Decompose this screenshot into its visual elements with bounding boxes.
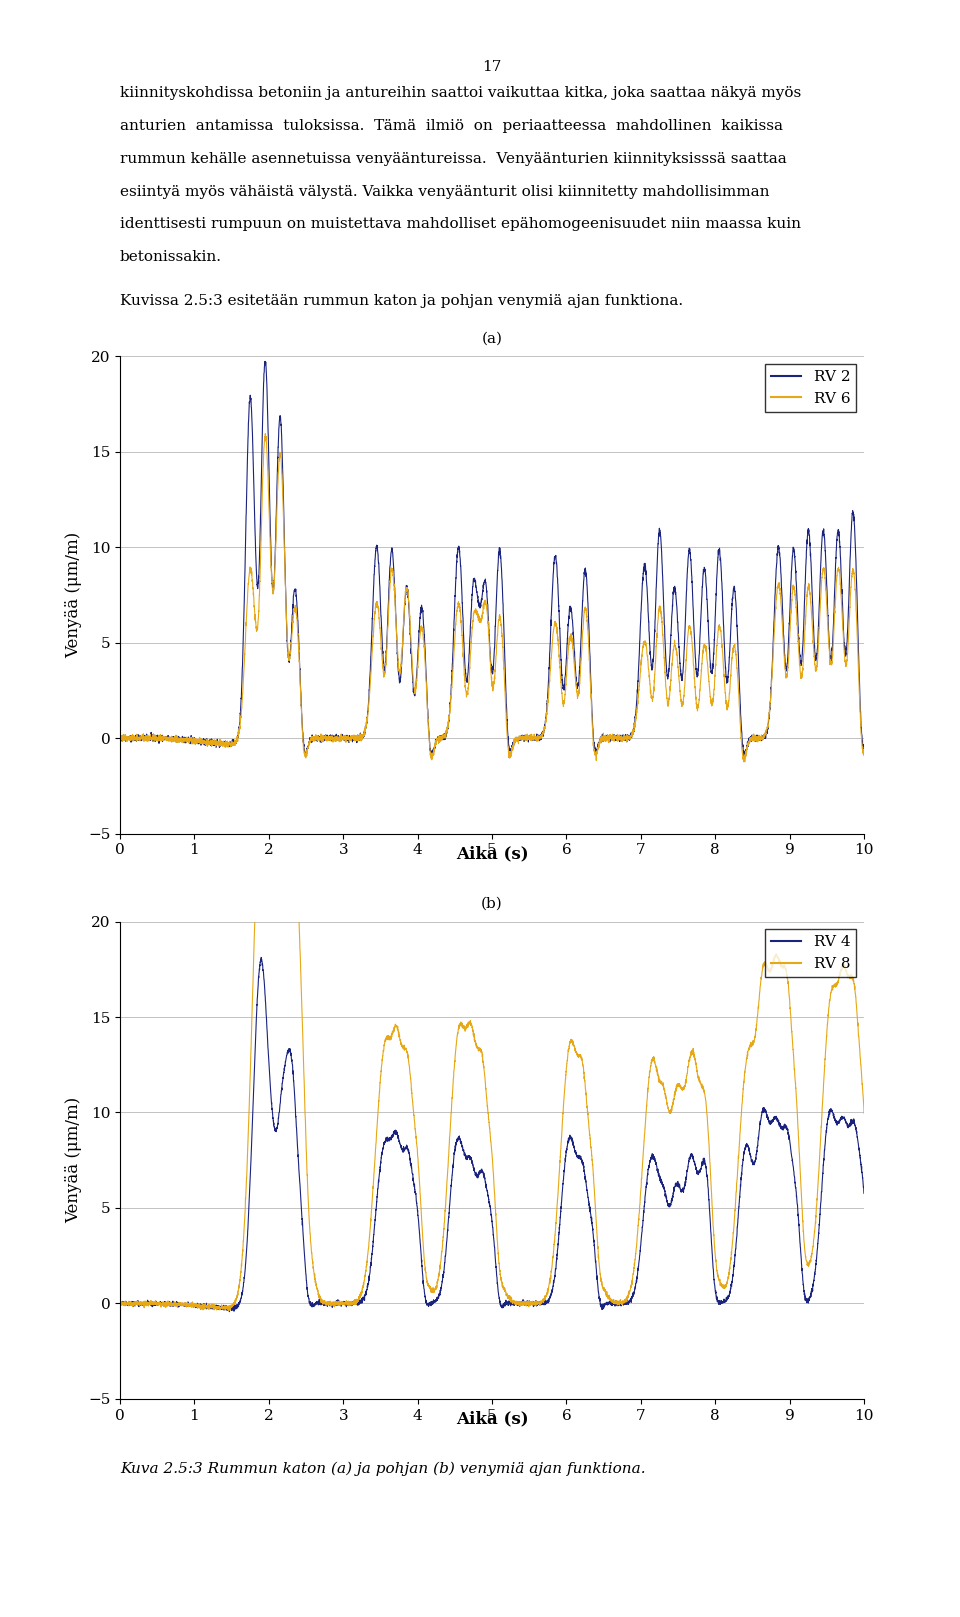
RV 2 [398, 597, 410, 616]
RV 6 [598, 731, 610, 750]
RV 4 [726, 1273, 737, 1292]
RV 2 [858, 741, 870, 760]
RV 4 [114, 1295, 126, 1315]
Text: Aika (s): Aika (s) [456, 1410, 528, 1428]
RV 2 [669, 582, 681, 602]
Legend: RV 2, RV 6: RV 2, RV 6 [765, 364, 856, 412]
Line: RV 6: RV 6 [120, 433, 864, 762]
RV 2 [726, 600, 737, 619]
RV 8 [561, 1058, 572, 1077]
RV 8 [398, 1040, 410, 1059]
Text: esiintyä myös vähäistä välystä. Vaikka venyäänturit olisi kiinnitetty mahdollisi: esiintyä myös vähäistä välystä. Vaikka v… [120, 184, 770, 199]
Text: betonissakin.: betonissakin. [120, 251, 222, 264]
RV 6 [398, 595, 410, 614]
RV 2 [598, 728, 610, 747]
RV 6 [726, 650, 737, 669]
RV 4 [398, 1140, 410, 1159]
RV 8 [858, 1103, 870, 1122]
Text: Kuva 2.5:3 Rummun katon (a) ja pohjan (b) venymiä ajan funktiona.: Kuva 2.5:3 Rummun katon (a) ja pohjan (b… [120, 1462, 646, 1476]
RV 8 [670, 1082, 682, 1101]
RV 8 [726, 1239, 737, 1258]
RV 4 [858, 1184, 870, 1203]
RV 6 [858, 742, 870, 762]
Text: Kuvissa 2.5:3 esitetään rummun katon ja pohjan venymiä ajan funktiona.: Kuvissa 2.5:3 esitetään rummun katon ja … [120, 294, 684, 309]
Legend: RV 4, RV 8: RV 4, RV 8 [765, 930, 856, 977]
RV 4 [255, 948, 267, 967]
RV 8 [250, 896, 261, 915]
RV 2 [739, 749, 751, 768]
RV 4 [561, 1140, 572, 1159]
Text: anturien  antamissa  tuloksissa.  Tämä  ilmiö  on  periaatteessa  mahdollinen  k: anturien antamissa tuloksissa. Tämä ilmi… [120, 120, 783, 133]
Line: RV 8: RV 8 [120, 779, 864, 1311]
RV 2 [259, 351, 271, 370]
RV 2 [114, 728, 126, 747]
RV 4 [224, 1302, 235, 1321]
RV 6 [738, 752, 750, 771]
RV 8 [114, 1294, 126, 1313]
RV 6 [114, 729, 126, 749]
Text: 17: 17 [482, 60, 502, 74]
Text: kiinnityskohdissa betoniin ja antureihin saattoi vaikuttaa kitka, joka saattaa n: kiinnityskohdissa betoniin ja antureihin… [120, 86, 802, 100]
Text: (b): (b) [481, 897, 503, 910]
RV 6 [259, 424, 271, 443]
Text: Aika (s): Aika (s) [456, 846, 528, 862]
RV 6 [250, 605, 261, 624]
RV 2 [561, 648, 572, 668]
Text: identtisesti rumpuun on muistettava mahdolliset epähomogeenisuudet niin maassa k: identtisesti rumpuun on muistettava mahd… [120, 217, 801, 231]
RV 8 [598, 1281, 610, 1300]
RV 2 [250, 526, 261, 545]
RV 4 [670, 1174, 682, 1193]
RV 4 [250, 1035, 261, 1054]
RV 4 [598, 1297, 610, 1316]
RV 8 [223, 1302, 234, 1321]
Text: rummun kehälle asennetuissa venyääntureissa.  Venyäänturien kiinnityksisssä saat: rummun kehälle asennetuissa venyäänturei… [120, 152, 787, 167]
Text: (a): (a) [482, 331, 502, 346]
Y-axis label: Venyää (μm/m): Venyää (μm/m) [65, 1096, 83, 1224]
Line: RV 4: RV 4 [120, 957, 864, 1311]
RV 6 [669, 635, 681, 655]
RV 6 [561, 666, 572, 686]
RV 8 [256, 770, 268, 789]
Line: RV 2: RV 2 [120, 361, 864, 758]
Y-axis label: Venyää (μm/m): Venyää (μm/m) [65, 532, 83, 658]
